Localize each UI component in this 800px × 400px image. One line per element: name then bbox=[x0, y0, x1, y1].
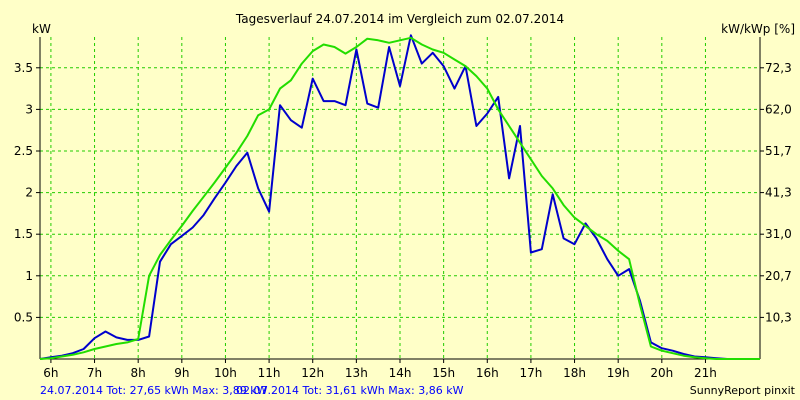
x-tick-label-5: 11h bbox=[258, 366, 281, 380]
y-tick-label-4: 2.5 bbox=[14, 144, 33, 158]
series-line-2 bbox=[39, 36, 760, 360]
right-tick-label-1: 20,7 bbox=[765, 269, 792, 283]
y-tick-label-2: 1.5 bbox=[14, 227, 33, 241]
y-tick-label-3: 2 bbox=[25, 186, 33, 200]
series-lines bbox=[39, 34, 760, 360]
x-tick-label-12: 18h bbox=[563, 366, 586, 380]
left-axis-unit: kW bbox=[32, 22, 51, 36]
right-tick-label-5: 62,0 bbox=[765, 102, 792, 116]
y-tick-label-6: 3.5 bbox=[14, 61, 33, 75]
x-tick-label-4: 10h bbox=[214, 366, 237, 380]
y-tick-label-0: 0.5 bbox=[14, 310, 33, 324]
right-tick-label-2: 31,0 bbox=[765, 227, 792, 241]
x-tick-label-6: 12h bbox=[301, 366, 324, 380]
y-tick-label-1: 1 bbox=[25, 269, 33, 283]
right-tick-label-3: 41,3 bbox=[765, 186, 792, 200]
x-tick-label-1: 7h bbox=[87, 366, 102, 380]
legend-series-2-summary: 02.07.2014 Tot: 31,61 kWh Max: 3,86 kW bbox=[236, 384, 464, 397]
y-tick-label-5: 3 bbox=[25, 102, 33, 116]
series-line-1 bbox=[39, 34, 728, 360]
footer-credit: SunnyReport pinxit bbox=[690, 384, 796, 397]
chart-title: Tagesverlauf 24.07.2014 im Vergleich zum… bbox=[235, 12, 564, 26]
right-tick-label-4: 51,7 bbox=[765, 144, 792, 158]
right-tick-label-6: 72,3 bbox=[765, 61, 792, 75]
right-axis-unit: kW/kWp [%] bbox=[721, 22, 795, 36]
x-tick-label-11: 17h bbox=[519, 366, 542, 380]
right-axis-ticks: 10,3 20,7 31,0 41,3 51,7 62,0 72,3 bbox=[760, 61, 792, 324]
x-tick-label-0: 6h bbox=[43, 366, 58, 380]
x-tick-label-9: 15h bbox=[432, 366, 455, 380]
left-axis-ticks: 0.5 1 1.5 2 2.5 3 3.5 bbox=[14, 61, 40, 324]
legend-series-1-summary: 24.07.2014 Tot: 27,65 kWh Max: 3,89 kW bbox=[40, 384, 268, 397]
x-tick-label-10: 16h bbox=[476, 366, 499, 380]
x-tick-label-8: 14h bbox=[389, 366, 412, 380]
x-tick-label-14: 20h bbox=[650, 366, 673, 380]
time-axis-ticks: 6h 7h 8h 9h 10h 11h 12h 13h 14h 15h 16h 17h 18h 19h 20… bbox=[43, 359, 717, 380]
grid-lines bbox=[40, 37, 760, 359]
right-tick-label-0: 10,3 bbox=[765, 310, 792, 324]
x-tick-label-13: 19h bbox=[607, 366, 630, 380]
x-tick-label-7: 13h bbox=[345, 366, 368, 380]
x-tick-label-2: 8h bbox=[131, 366, 146, 380]
x-tick-label-3: 9h bbox=[174, 366, 189, 380]
x-tick-label-15: 21h bbox=[694, 366, 717, 380]
